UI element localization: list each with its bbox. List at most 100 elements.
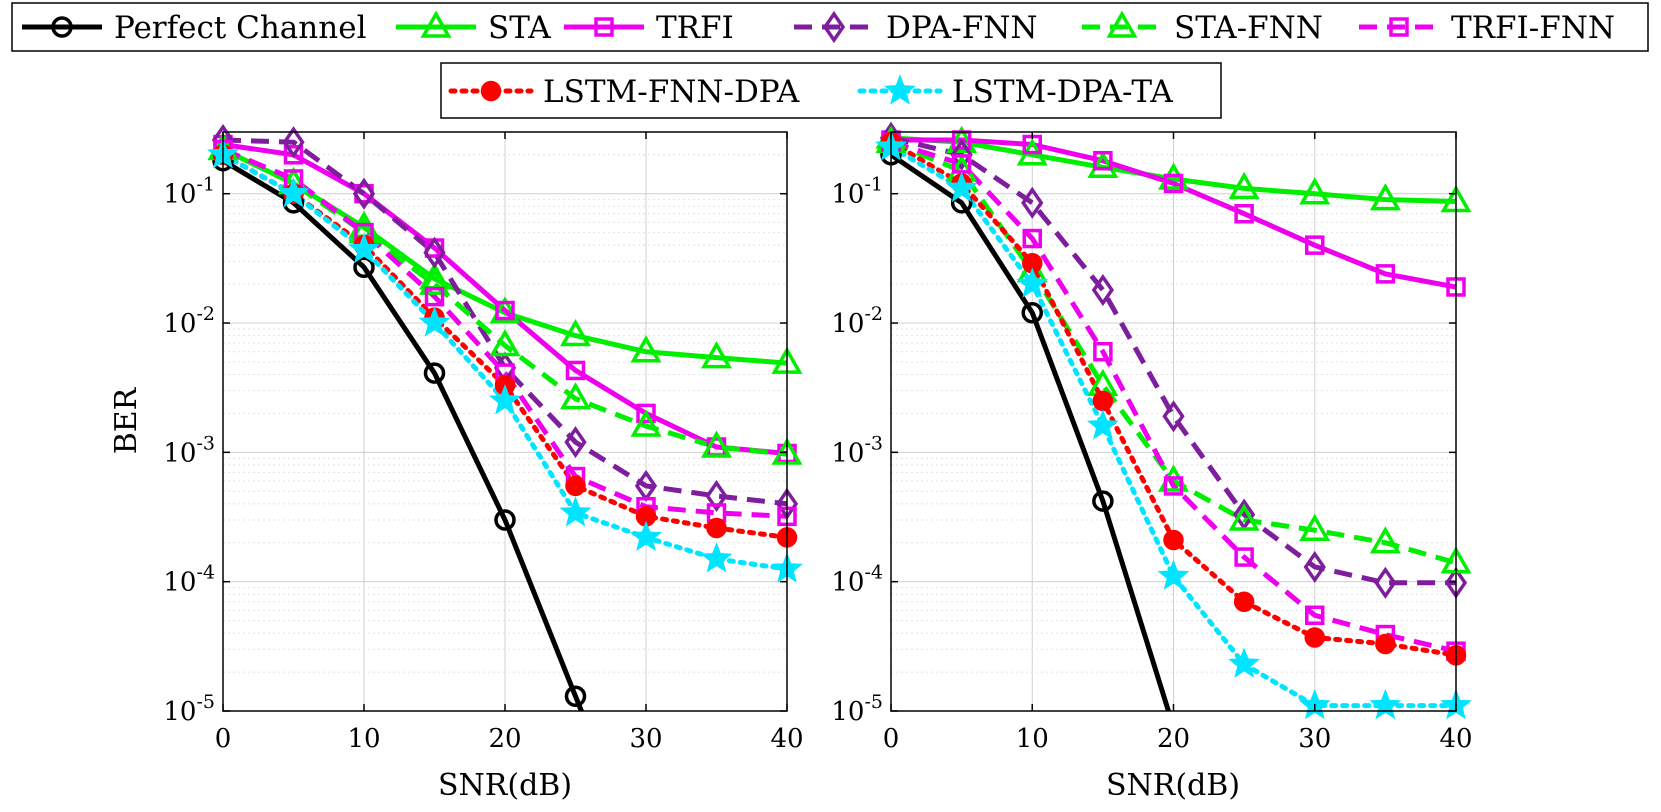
left-x-tick-label-10: 10 xyxy=(347,724,380,754)
left-marker-lstm-dpa-ta-25 xyxy=(559,496,592,527)
left-x-axis-label: SNR(dB) xyxy=(438,768,572,803)
left-y-tick-exp-4: -5 xyxy=(196,691,215,713)
legend-item-trfi-fnn: TRFI-FNN xyxy=(1359,10,1615,46)
legend-label-perfect-channel: Perfect Channel xyxy=(114,10,366,46)
left-marker-lstm-fnn-dpa-35 xyxy=(706,517,727,539)
left-marker-lstm-dpa-ta-20 xyxy=(489,384,521,415)
right-marker-trfi-fnn-25 xyxy=(1234,547,1254,567)
left-marker-sta-fnn-25 xyxy=(559,382,592,410)
left-marker-dpa-fnn-10 xyxy=(352,177,376,210)
left-marker-trfi-5 xyxy=(283,145,304,165)
left-y-tick-label-4: 10-5 xyxy=(163,691,215,727)
legend-label-dpa-fnn: DPA-FNN xyxy=(886,10,1038,46)
right-marker-trfi-fnn-20 xyxy=(1163,476,1184,496)
left-marker-perfect-channel-20 xyxy=(494,509,516,531)
left-y-tick-label-2: 10-3 xyxy=(163,432,215,468)
right-x-tick-label-40: 40 xyxy=(1439,724,1472,754)
right-marker-lstm-dpa-ta-25 xyxy=(1228,647,1261,678)
left-y-ticks: 10-110-210-310-410-5 xyxy=(163,174,787,727)
right-marker-dpa-fnn-30 xyxy=(1303,550,1326,584)
right-marker-lstm-fnn-dpa-20 xyxy=(1163,529,1184,551)
right-y-tick-base-3: 10 xyxy=(831,568,864,598)
left-marker-dpa-fnn-5 xyxy=(282,126,305,159)
left-y-tick-base-4: 10 xyxy=(163,697,196,727)
legend-marker-trfi xyxy=(594,17,614,37)
right-series-line-trfi xyxy=(891,137,1456,290)
right-marker-trfi-fnn-15 xyxy=(1093,341,1113,362)
right-series-line-perfect-channel xyxy=(891,152,1172,711)
right-marker-trfi-30 xyxy=(1305,235,1325,255)
right-y-tick-label-2: 10-3 xyxy=(831,432,883,468)
right-x-ticks: 0 10 20 30 40 xyxy=(883,132,1473,754)
right-series-line-sta xyxy=(891,135,1456,204)
left-y-tick-exp-3: -4 xyxy=(196,562,215,584)
legend-marker-perfect-channel xyxy=(51,16,73,38)
left-marker-sta-fnn-35 xyxy=(700,430,733,458)
right-marker-lstm-fnn-dpa-25 xyxy=(1233,591,1255,612)
legend-box-row-2 xyxy=(440,62,1222,119)
legend-marker-lstm-dpa-ta xyxy=(884,74,916,105)
right-marker-lstm-dpa-ta-35 xyxy=(1369,688,1402,720)
right-marker-lstm-dpa-ta-5 xyxy=(945,171,978,202)
right-marker-trfi-20 xyxy=(1163,173,1184,194)
right-x-axis-label: SNR(dB) xyxy=(1106,768,1240,803)
left-marker-lstm-dpa-ta-5 xyxy=(277,176,310,208)
right-marker-trfi-fnn-30 xyxy=(1305,605,1325,626)
legend-item-sta-fnn: STA-FNN xyxy=(1082,10,1323,46)
right-y-tick-exp-2: -3 xyxy=(864,432,883,454)
left-y-tick-base-1: 10 xyxy=(163,309,196,339)
legend-item-trfi: TRFI xyxy=(564,10,734,46)
right-y-tick-exp-1: -2 xyxy=(864,303,883,325)
left-y-axis-label: BER xyxy=(109,386,144,454)
right-marker-sta-fnn-35 xyxy=(1369,526,1401,554)
right-chart-panel: 0 10 20 30 40 10-110-210-310-410-5 SNR(dB) xyxy=(831,121,1473,803)
left-chart-panel: 0 10 20 30 40 10-110-210-310-410-5 SNR(dB) B… xyxy=(109,123,804,803)
right-marker-lstm-fnn-dpa-15 xyxy=(1092,390,1114,412)
legend-item-lstm-dpa-ta: LSTM-DPA-TA xyxy=(857,74,1173,110)
left-y-tick-label-1: 10-2 xyxy=(163,303,215,339)
left-marker-lstm-dpa-ta-35 xyxy=(700,542,733,573)
right-marker-perfect-channel-10 xyxy=(1021,302,1043,324)
legend-item-lstm-fnn-dpa: LSTM-FNN-DPA xyxy=(448,74,800,110)
right-marker-dpa-fnn-20 xyxy=(1162,400,1185,433)
legend-row-2: LSTM-FNN-DPA LSTM-DPA-TA xyxy=(440,62,1222,119)
left-y-tick-base-3: 10 xyxy=(163,568,196,598)
legend-marker-dpa-fnn xyxy=(822,10,846,44)
right-marker-dpa-fnn-35 xyxy=(1374,566,1397,599)
right-grid xyxy=(890,132,1457,712)
left-y-tick-base-0: 10 xyxy=(163,180,196,210)
right-series-line-lstm-dpa-ta xyxy=(891,144,1456,709)
legend-marker-lstm-fnn-dpa xyxy=(480,80,502,102)
legend-item-sta: STA xyxy=(396,10,551,46)
left-marker-dpa-fnn-15 xyxy=(423,236,446,269)
legend-marker-trfi-fnn xyxy=(1389,17,1409,37)
left-marker-perfect-channel-25 xyxy=(564,685,587,708)
left-marker-perfect-channel-15 xyxy=(423,362,446,384)
legend-label-sta: STA xyxy=(488,10,551,46)
left-marker-sta-fnn-15 xyxy=(418,267,451,295)
left-marker-trfi-25 xyxy=(565,360,586,381)
right-marker-perfect-channel-15 xyxy=(1092,490,1114,512)
right-marker-lstm-dpa-ta-10 xyxy=(1016,267,1049,298)
legend-label-lstm-fnn-dpa: LSTM-FNN-DPA xyxy=(543,74,800,110)
left-marker-sta-fnn-20 xyxy=(489,328,521,357)
right-marker-dpa-fnn-15 xyxy=(1091,273,1115,307)
right-y-tick-label-0: 10-1 xyxy=(831,174,883,210)
left-grid xyxy=(222,132,788,712)
right-marker-trfi-35 xyxy=(1375,264,1396,284)
right-marker-trfi-15 xyxy=(1093,150,1113,171)
legend-label-trfi: TRFI xyxy=(656,10,734,46)
left-series-line-sta-fnn xyxy=(223,147,787,457)
right-marker-sta-30 xyxy=(1299,177,1331,205)
right-y-tick-base-2: 10 xyxy=(831,438,864,468)
left-marker-sta-fnn-30 xyxy=(630,409,662,437)
right-marker-lstm-fnn-dpa-35 xyxy=(1375,633,1396,655)
left-y-tick-exp-1: -2 xyxy=(196,303,215,325)
left-series-line-trfi xyxy=(223,142,787,456)
left-y-tick-label-3: 10-4 xyxy=(163,562,215,598)
right-series-line-trfi-fnn xyxy=(891,139,1456,654)
legend-label-sta-fnn: STA-FNN xyxy=(1174,10,1323,46)
right-y-tick-base-4: 10 xyxy=(831,697,864,727)
